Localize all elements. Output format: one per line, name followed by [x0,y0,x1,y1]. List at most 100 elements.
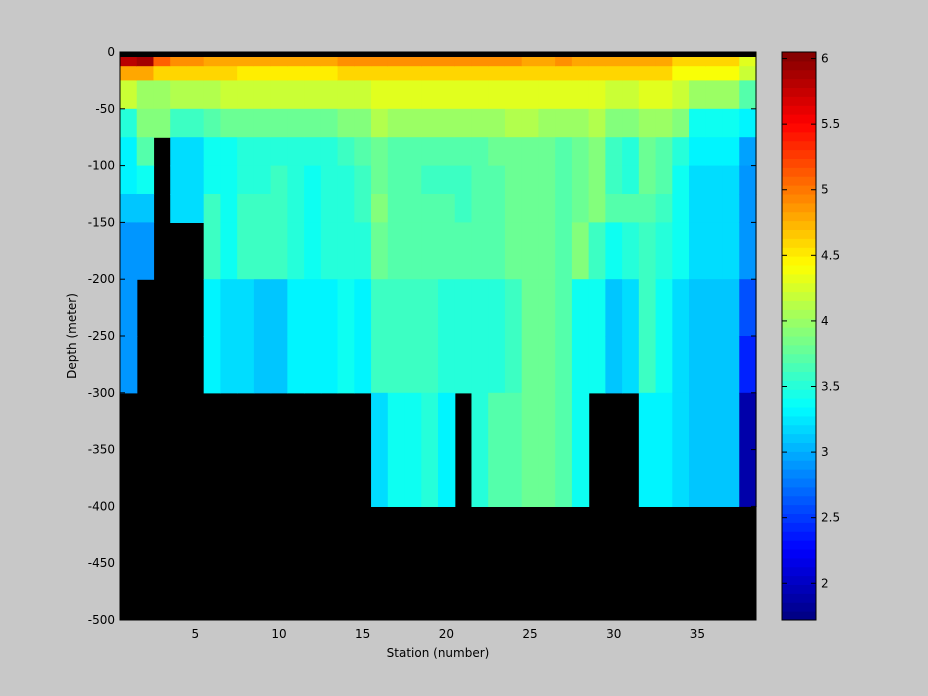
heatmap-cell [488,222,506,280]
heatmap-cell [622,80,640,110]
colorbar-band [782,389,816,399]
heatmap-cell [739,336,757,394]
heatmap-cell [220,108,238,138]
heatmap-cell [371,222,389,280]
heatmap-cell [354,66,372,81]
heatmap-cell [136,165,155,195]
heatmap-cell [237,137,255,167]
heatmap-cell [488,279,506,337]
colorbar-band [782,433,816,444]
heatmap-cell [387,165,406,195]
heatmap-cell [203,108,222,138]
heatmap-cell [555,336,573,394]
heatmap-cell [705,165,724,195]
heatmap-cell [705,279,724,337]
heatmap-cell [203,80,222,110]
heatmap-cell [689,108,707,138]
heatmap-cell [136,137,155,167]
heatmap-cell [421,66,439,81]
heatmap-cell [605,80,623,110]
heatmap-cell [705,66,724,81]
heatmap-cell [387,392,406,507]
y-tick-label: -450 [88,556,115,570]
colorbar-band [782,575,816,586]
heatmap-cell [588,336,606,394]
heatmap-cell [253,108,272,138]
heatmap-cell [120,222,138,280]
heatmap-cell [638,108,657,138]
heatmap-cell [304,336,322,394]
heatmap-cell [571,392,590,507]
heatmap-cell [270,80,288,110]
heatmap-cell [672,137,690,167]
heatmap-cell [136,194,155,223]
heatmap-cell [186,80,205,110]
heatmap-cell [655,165,673,195]
heatmap-cell [655,194,673,223]
heatmap-cell [354,108,372,138]
heatmap-cell [153,66,171,81]
heatmap-cell [488,80,506,110]
y-tick-label: -350 [88,443,115,457]
heatmap-cell [705,194,724,223]
heatmap-cell [722,66,740,81]
heatmap-cell [438,279,456,337]
heatmap-cell [136,222,155,280]
y-axis: 0 -50 -100 -150 -200 -250 -300 -350 -400 -450 -500 [88,45,756,627]
heatmap-cell [504,194,523,223]
heatmap-cell [170,66,188,81]
heatmap-cell [538,165,556,195]
heatmap-cell [371,137,389,167]
heatmap-cell [638,80,657,110]
colorbar-band [782,344,816,355]
colorbar-tick-label: 5.5 [821,117,840,131]
heatmap-cell [237,279,255,337]
heatmap-cell [555,165,573,195]
colorbar: 2 2.5 3 3.5 4 4.5 5 5.5 6 [781,51,840,621]
colorbar-band [782,424,816,435]
heatmap-cell [488,336,506,394]
heatmap-cell [638,222,657,280]
colorbar-band [782,486,816,497]
heatmap-cell [438,108,456,138]
colorbar-band [782,114,816,124]
heatmap-cell [555,392,573,507]
colorbar-band [782,52,816,62]
colorbar-band [782,229,816,239]
heatmap-cell [136,80,155,110]
heatmap-cell [705,392,724,507]
heatmap-cell [739,222,757,280]
heatmap-cell [203,336,222,394]
heatmap-cell [404,108,422,138]
y-tick-label: -100 [88,159,115,173]
heatmap-cell [504,279,523,337]
heatmap-cell [203,222,222,280]
heatmap-cell [504,336,523,394]
colorbar-band [782,407,816,417]
heatmap-cell [622,194,640,223]
colorbar-band [782,540,816,550]
heatmap-cell [605,222,623,280]
heatmap-cell [337,336,355,394]
heatmap-cell [320,66,339,81]
heatmap-cell [705,506,724,507]
heatmap-cell [237,194,255,223]
heatmap-cell [504,137,523,167]
colorbar-band [782,495,816,506]
colorbar-band [782,194,816,204]
heatmap-cell [220,80,238,110]
heatmap-cell [689,66,707,81]
heatmap-cell [387,194,406,223]
heatmap-cell [605,279,623,337]
heatmap-cell [555,108,573,138]
heatmap-cell [371,336,389,394]
heatmap-cell [739,194,757,223]
x-tick-label: 35 [690,627,705,641]
heatmap-cell [521,165,540,195]
heatmap-cell [136,66,155,81]
heatmap-cell [538,279,556,337]
heatmap-cell [471,137,489,167]
colorbar-band [782,460,816,470]
heatmap-cell [170,80,188,110]
